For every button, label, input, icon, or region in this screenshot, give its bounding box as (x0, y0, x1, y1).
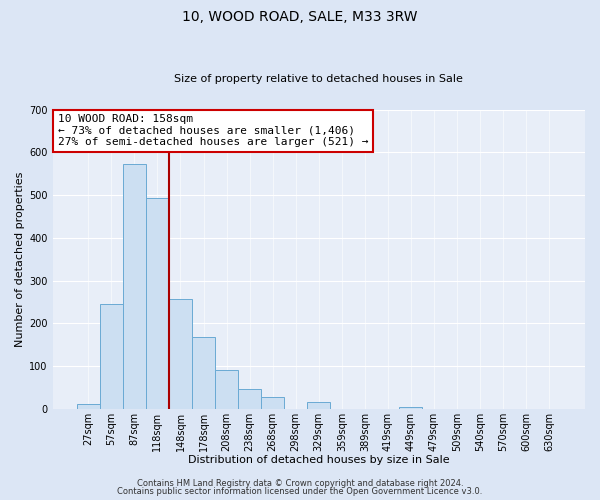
Bar (238, 388, 261, 408)
Text: 10, WOOD ROAD, SALE, M33 3RW: 10, WOOD ROAD, SALE, M33 3RW (182, 10, 418, 24)
Bar (123, 164, 146, 408)
Bar (307, 402, 330, 408)
Bar (215, 370, 238, 408)
Bar (169, 298, 192, 408)
Bar (261, 397, 284, 408)
Bar (192, 337, 215, 408)
X-axis label: Distribution of detached houses by size in Sale: Distribution of detached houses by size … (188, 455, 449, 465)
Bar (146, 198, 169, 408)
Text: Contains HM Land Registry data © Crown copyright and database right 2024.: Contains HM Land Registry data © Crown c… (137, 478, 463, 488)
Y-axis label: Number of detached properties: Number of detached properties (15, 172, 25, 347)
Bar (400, 406, 422, 408)
Title: Size of property relative to detached houses in Sale: Size of property relative to detached ho… (175, 74, 463, 84)
Bar (77, 404, 100, 408)
Bar (100, 304, 123, 408)
Text: Contains public sector information licensed under the Open Government Licence v3: Contains public sector information licen… (118, 487, 482, 496)
Text: 10 WOOD ROAD: 158sqm
← 73% of detached houses are smaller (1,406)
27% of semi-de: 10 WOOD ROAD: 158sqm ← 73% of detached h… (58, 114, 368, 148)
